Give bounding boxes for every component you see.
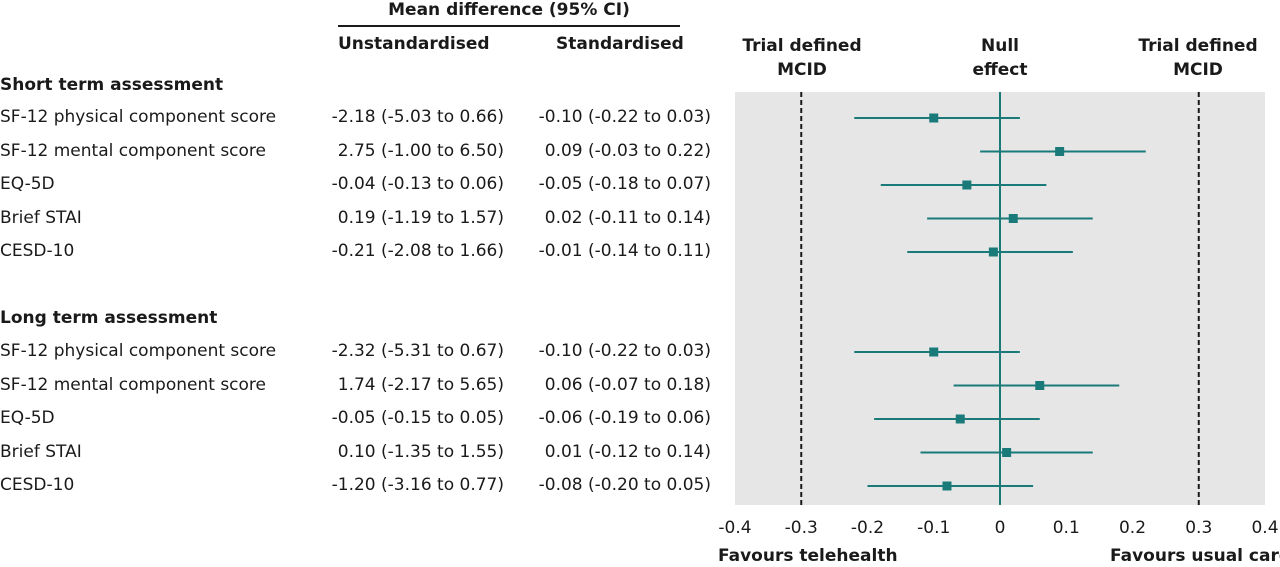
x-tick-label: -0.3 [785, 518, 818, 538]
right-mcid-label-line1: Trial defined [1138, 36, 1258, 56]
row-standardised-value: 0.09 (-0.03 to 0.22) [544, 140, 711, 161]
row-standardised-value: 0.01 (-0.12 to 0.14) [544, 441, 711, 462]
row-standardised-value: -0.06 (-0.19 to 0.06) [538, 408, 711, 428]
section-title-short-term: Short term assessment [0, 75, 224, 95]
row-unstandardised-value: 2.75 (-1.00 to 6.50) [337, 140, 504, 161]
row-label: SF-12 mental component score [0, 374, 266, 395]
row-label: CESD-10 [0, 475, 75, 495]
row-label: EQ-5D [0, 174, 55, 194]
section-title-long-term: Long term assessment [0, 308, 218, 328]
row-unstandardised-value: 1.74 (-2.17 to 5.65) [337, 374, 504, 395]
row-unstandardised-value: -1.20 (-3.16 to 0.77) [331, 475, 504, 495]
header-group-title: Mean difference (95% CI) [388, 0, 630, 20]
row-label: SF-12 physical component score [0, 107, 277, 127]
row-unstandardised-value: 0.10 (-1.35 to 1.55) [337, 441, 504, 462]
x-tick-label: 0 [995, 518, 1006, 538]
null-effect-label: Null effect [950, 34, 1050, 82]
row-label: Brief STAI [0, 441, 82, 462]
point-estimate [929, 113, 939, 123]
null-effect-label-line2: effect [972, 60, 1028, 80]
x-tick-label: 0.3 [1185, 518, 1212, 538]
row-standardised-value: -0.05 (-0.18 to 0.07) [538, 174, 711, 194]
point-estimate [988, 247, 998, 257]
favours-usual-care-label: Favours usual care [1110, 546, 1280, 566]
point-estimate [942, 481, 952, 491]
right-mcid-label-line2: MCID [1173, 60, 1223, 80]
favours-telehealth-label: Favours telehealth [718, 546, 898, 566]
row-label: SF-12 physical component score [0, 341, 277, 361]
row-label: Brief STAI [0, 207, 82, 228]
right-mcid-label: Trial defined MCID [1128, 34, 1268, 82]
row-standardised-value: 0.06 (-0.07 to 0.18) [544, 374, 711, 395]
row-standardised-value: -0.10 (-0.22 to 0.03) [538, 341, 711, 361]
row-unstandardised-value: 0.19 (-1.19 to 1.57) [337, 207, 504, 228]
x-tick-label: -0.1 [917, 518, 950, 538]
row-standardised-value: -0.08 (-0.20 to 0.05) [538, 475, 711, 495]
left-mcid-label: Trial defined MCID [732, 34, 872, 82]
point-estimate [1035, 381, 1045, 390]
left-mcid-label-line2: MCID [777, 60, 827, 80]
column-header-unstandardised: Unstandardised [338, 34, 490, 54]
point-estimate [1002, 448, 1012, 457]
point-estimate [1055, 147, 1065, 156]
x-tick-label: -0.4 [718, 518, 751, 538]
point-estimate [955, 414, 965, 424]
row-standardised-value: -0.10 (-0.22 to 0.03) [538, 107, 711, 127]
x-tick-label: 0.4 [1251, 518, 1278, 538]
row-unstandardised-value: -0.05 (-0.15 to 0.05) [331, 408, 504, 428]
row-standardised-value: -0.01 (-0.14 to 0.11) [538, 241, 711, 261]
row-label: SF-12 mental component score [0, 140, 266, 161]
row-label: CESD-10 [0, 241, 75, 261]
x-tick-label: 0.2 [1119, 518, 1146, 538]
row-label: EQ-5D [0, 408, 55, 428]
point-estimate [962, 180, 972, 190]
null-effect-label-line1: Null [981, 36, 1019, 56]
row-unstandardised-value: -2.18 (-5.03 to 0.66) [331, 107, 504, 127]
row-unstandardised-value: -2.32 (-5.31 to 0.67) [331, 341, 504, 361]
header-rule [338, 25, 680, 27]
x-tick-label: -0.2 [851, 518, 884, 538]
row-unstandardised-value: -0.04 (-0.13 to 0.06) [331, 174, 504, 194]
column-header-standardised: Standardised [556, 34, 684, 54]
left-mcid-label-line1: Trial defined [742, 36, 862, 56]
x-tick-label: 0.1 [1053, 518, 1080, 538]
row-standardised-value: 0.02 (-0.11 to 0.14) [544, 207, 711, 228]
row-unstandardised-value: -0.21 (-2.08 to 1.66) [331, 241, 504, 261]
point-estimate [929, 347, 939, 357]
point-estimate [1008, 214, 1018, 223]
